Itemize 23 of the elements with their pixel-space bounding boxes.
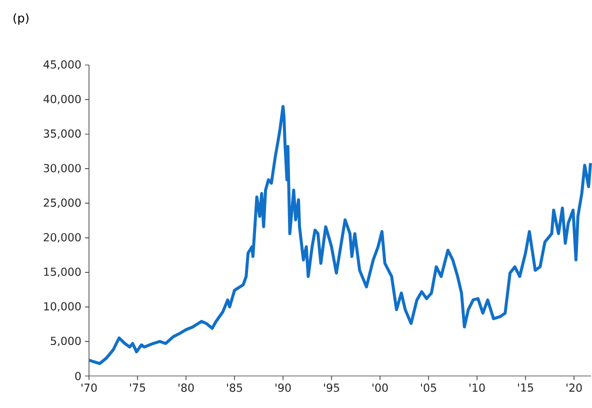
y-tick-label: 25,000 (44, 198, 81, 208)
y-tick-label: 5,000 (50, 336, 81, 346)
y-tick-label: 35,000 (44, 129, 81, 139)
y-tick-label: 10,000 (44, 302, 81, 312)
x-tick-label: '15 (518, 384, 534, 392)
y-tick-label: 15,000 (44, 268, 81, 278)
line-series (88, 104, 592, 366)
y-tick-label: 45,000 (44, 60, 81, 70)
x-tick-label: '80 (178, 384, 194, 392)
y-tick-label: 30,000 (44, 164, 81, 174)
y-tick-label: 40,000 (44, 94, 81, 104)
y-axis-title: (p) (14, 13, 28, 25)
x-tick-label: '10 (470, 384, 485, 392)
x-tick-label: '75 (130, 384, 146, 392)
x-tick-label: '90 (276, 384, 291, 392)
y-tick-label: 20,000 (44, 233, 81, 242)
x-tick-label: '20 (566, 384, 582, 392)
x-tick-label: '70 (82, 384, 97, 392)
x-tick-label: '95 (324, 384, 340, 392)
x-tick-label: '00 (372, 384, 388, 392)
y-tick-label: 0 (75, 372, 81, 380)
x-tick-label: '85 (227, 384, 242, 392)
x-tick-label: '05 (421, 384, 436, 392)
